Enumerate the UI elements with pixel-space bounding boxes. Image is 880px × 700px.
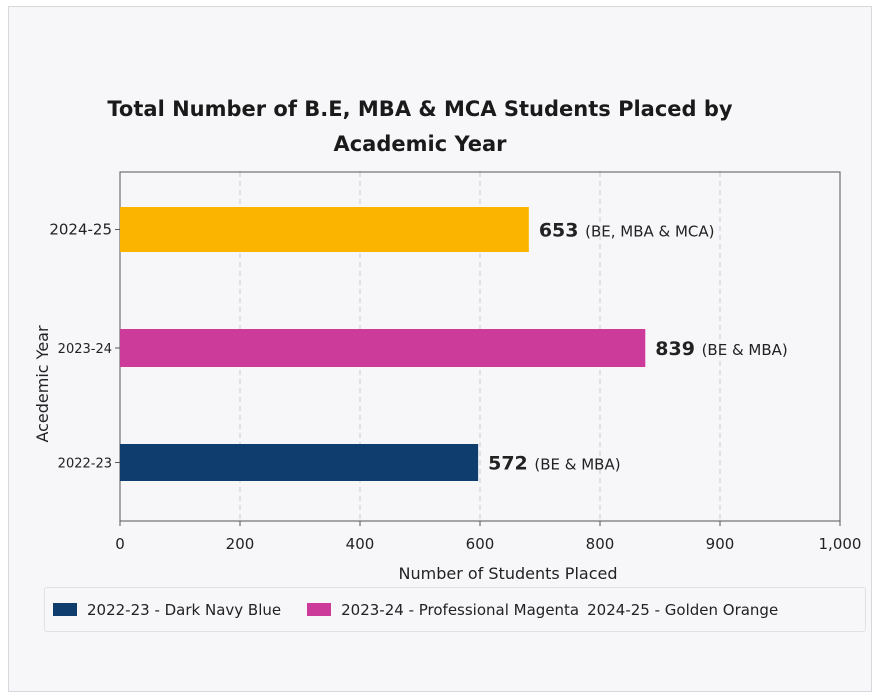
x-tick-label: 900	[706, 535, 735, 553]
y-axis-label: Acedemic Year	[33, 325, 52, 443]
data-label-value: 572	[488, 453, 534, 475]
data-label: 839 (BE & MBA)	[655, 338, 787, 360]
legend-item-2022-23: 2022-23 - Dark Navy Blue	[53, 601, 281, 619]
y-tick-label: 2023-24	[58, 342, 112, 357]
data-label-value: 653	[539, 220, 585, 242]
legend: 2022-23 - Dark Navy Blue 2023-24 - Profe…	[44, 587, 866, 632]
y-tick-label: 2024-25	[49, 221, 112, 239]
legend-item-2024-25: 2024-25 - Golden Orange	[587, 601, 778, 619]
data-label: 653 (BE, MBA & MCA)	[539, 220, 715, 242]
x-axis-label: Number of Students Placed	[399, 564, 618, 583]
data-label-note: (BE, MBA & MCA)	[585, 223, 714, 241]
legend-swatch	[53, 603, 77, 616]
bar-2024-25	[120, 207, 529, 252]
data-label: 572 (BE & MBA)	[488, 453, 620, 475]
legend-item-2023-24: 2023-24 - Professional Magenta	[307, 601, 579, 619]
bar-2022-23	[120, 444, 479, 481]
x-tick-label: 0	[115, 535, 125, 553]
x-tick-label: 400	[346, 535, 375, 553]
data-label-value: 839	[655, 338, 701, 360]
x-tick-label: 800	[586, 535, 615, 553]
chart-title: Total Number of B.E, MBA & MCA Students …	[107, 97, 733, 156]
x-tick-label: 1,000	[819, 535, 862, 553]
x-tick-label: 600	[466, 535, 495, 553]
legend-swatch	[307, 603, 332, 616]
x-tick-label: 200	[226, 535, 255, 553]
data-label-note: (BE & MBA)	[534, 456, 620, 474]
legend-label: 2023-24 - Professional Magenta	[341, 600, 580, 619]
y-tick-label: 2022-23	[58, 457, 112, 472]
legend-label: 2024-25 - Golden Orange	[587, 600, 779, 619]
bar-2023-24	[120, 329, 646, 367]
legend-label: 2022-23 - Dark Navy Blue	[87, 600, 282, 619]
data-label-note: (BE & MBA)	[702, 341, 788, 359]
